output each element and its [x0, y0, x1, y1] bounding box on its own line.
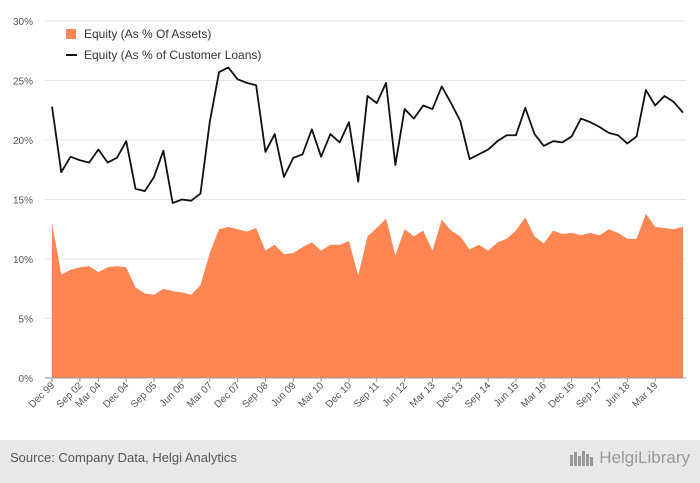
x-tick-label: Dec 04 [101, 380, 131, 410]
x-tick-label: Dec 13 [435, 380, 465, 410]
x-tick-label: Jun 12 [381, 380, 410, 409]
legend-swatch-assets [66, 29, 76, 39]
x-tick-label: Sep 11 [352, 380, 382, 410]
legend: Equity (As % Of Assets) Equity (As % of … [66, 27, 261, 62]
x-tick-label: Sep 05 [129, 380, 159, 410]
area-series-layer [52, 213, 683, 378]
y-tick-label: 10% [13, 255, 33, 266]
brand-logo[interactable]: HelgiLibrary [569, 448, 690, 468]
x-tick-label: Dec 10 [324, 380, 354, 410]
y-tick-label: 25% [13, 77, 33, 88]
legend-label-assets: Equity (As % Of Assets) [84, 27, 211, 41]
x-tick-label: Mar 13 [408, 380, 438, 410]
x-tick-label: Dec 07 [213, 380, 243, 410]
source-note: Source: Company Data, Helgi Analytics [10, 450, 237, 465]
area-series-assets [52, 213, 683, 378]
y-tick-label: 5% [19, 315, 34, 326]
y-tick-label: 15% [13, 196, 33, 207]
x-tick-label: Dec 16 [547, 380, 577, 410]
x-tick-label: Sep 17 [574, 380, 604, 410]
legend-label-loans: Equity (As % of Customer Loans) [84, 48, 261, 62]
library-books-icon [570, 451, 594, 466]
y-tick-label: 30% [13, 17, 33, 28]
line-series-loans [51, 66, 684, 204]
x-tick-label: Mar 07 [185, 380, 215, 410]
line-series-layer [51, 66, 684, 204]
x-tick-label: Sep 08 [240, 380, 270, 410]
x-tick-label: Sep 14 [463, 380, 493, 410]
x-tick-label: Mar 19 [630, 380, 660, 410]
x-tick-label: Jun 18 [603, 380, 632, 409]
y-axis-ticks: 0% 5% 10% 15% 20% 25% 30% [13, 17, 33, 385]
x-tick-label: Jun 15 [492, 380, 521, 409]
y-tick-label: 0% [19, 374, 34, 385]
brand-name: HelgiLibrary [599, 448, 690, 467]
x-tick-label: Mar 16 [519, 380, 549, 410]
x-tick-label: Mar 10 [296, 380, 326, 410]
y-tick-label: 20% [13, 136, 33, 147]
x-tick-label: Jun 09 [269, 380, 298, 409]
x-tick-label: Jun 06 [158, 380, 187, 409]
